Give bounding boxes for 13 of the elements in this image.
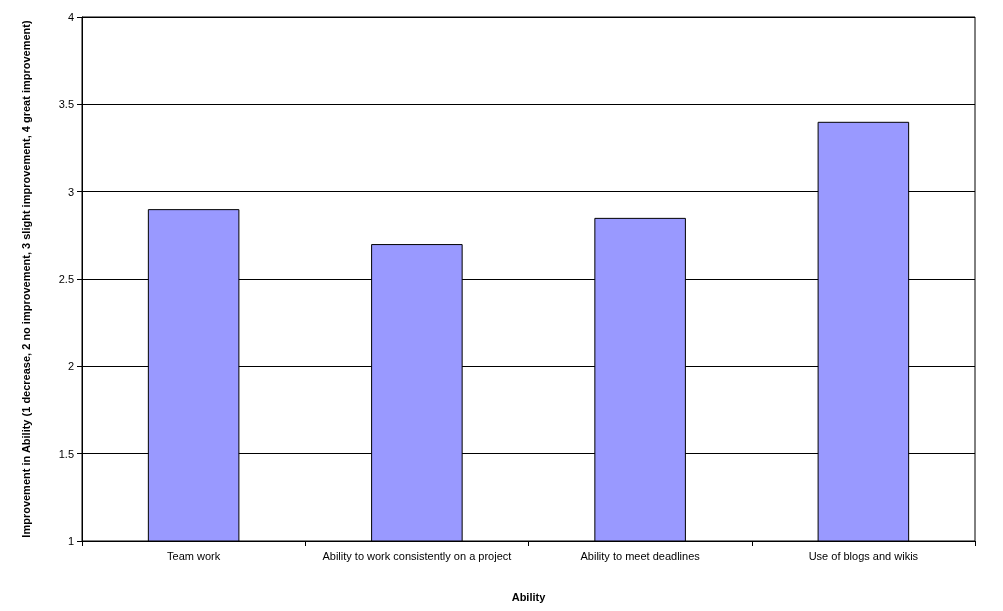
y-tick-label: 2: [67, 360, 74, 373]
y-tick-label: 1: [67, 535, 74, 547]
y-axis-title: Improvement in Ability (1 decrease, 2 no improvement, 3 slight improvement, 4 great improvement): [19, 20, 32, 538]
y-tick-label: 3: [67, 185, 74, 198]
x-tick-label: Team work: [167, 549, 221, 562]
y-tick-label: 3.5: [58, 98, 74, 111]
x-axis-title: Ability: [511, 590, 547, 603]
x-tick-label: Ability to meet deadlines: [580, 549, 701, 562]
y-tick-label: 1.5: [58, 447, 74, 460]
x-tick-label: Use of blogs and wikis: [808, 549, 919, 562]
y-tick-label: 2.5: [58, 273, 74, 285]
y-tick-label: 4: [67, 11, 74, 23]
x-tick-label: Ability to work consistently on a project: [322, 549, 512, 562]
